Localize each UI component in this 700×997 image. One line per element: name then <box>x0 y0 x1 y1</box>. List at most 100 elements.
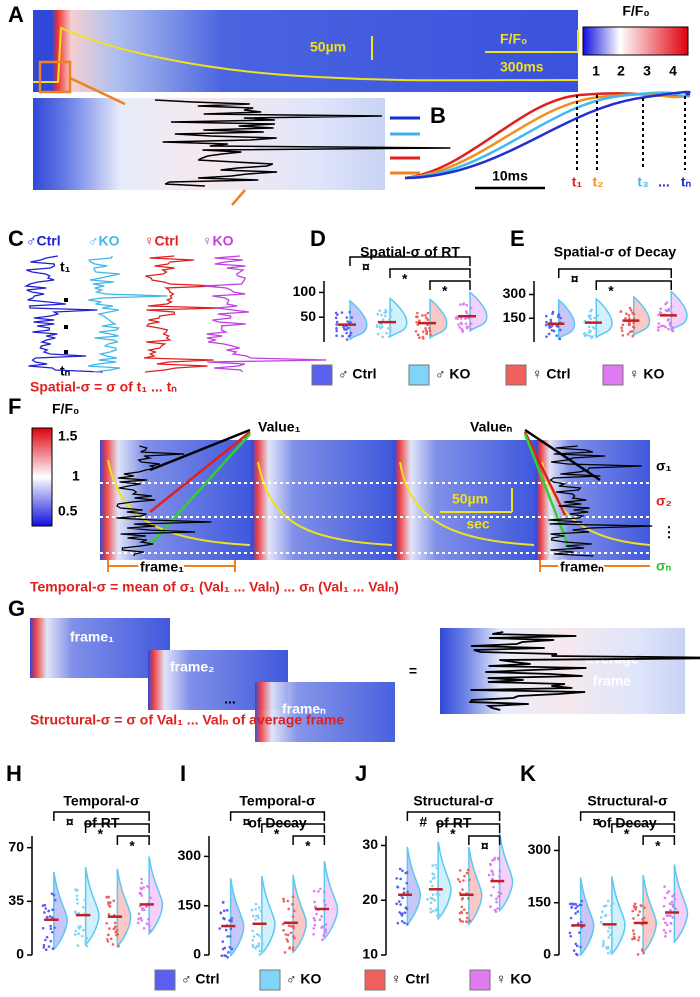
dot <box>640 948 644 951</box>
dot <box>574 906 577 910</box>
decoration <box>257 461 393 546</box>
dot <box>389 328 392 332</box>
dot <box>108 905 112 908</box>
chart-title: Spatial-σ of Decay <box>554 244 677 260</box>
dot <box>464 317 467 320</box>
significance: ¤ <box>66 814 74 830</box>
dot <box>631 334 635 338</box>
label: sec <box>466 516 490 532</box>
dot <box>459 303 462 306</box>
dot <box>426 311 430 315</box>
dot <box>52 893 56 897</box>
dot <box>460 905 464 909</box>
label: ♂Ctrl <box>26 233 61 249</box>
dot <box>499 892 503 895</box>
dot <box>458 326 461 329</box>
dot <box>282 928 285 932</box>
dot <box>435 914 439 917</box>
label: K <box>520 761 536 786</box>
dot <box>399 877 402 881</box>
y-tick-label: 300 <box>528 841 552 857</box>
dot <box>491 873 495 876</box>
dot <box>657 325 660 329</box>
dot <box>225 909 229 912</box>
dot <box>317 890 320 893</box>
dot <box>108 927 111 930</box>
dot <box>548 326 551 329</box>
label: σₙ <box>656 558 672 574</box>
dot <box>465 911 469 915</box>
dot <box>626 332 630 336</box>
dot <box>424 327 427 330</box>
dot <box>458 869 462 872</box>
bracket <box>595 280 672 290</box>
dot <box>496 907 499 910</box>
label: 4 <box>669 63 677 79</box>
decoration <box>440 628 685 714</box>
dot <box>385 331 388 335</box>
dot <box>657 322 661 325</box>
dot <box>591 325 595 329</box>
dot <box>111 943 115 946</box>
significance: * <box>624 826 630 842</box>
dot <box>375 325 379 329</box>
dot <box>668 902 672 906</box>
dot <box>255 914 258 918</box>
dot <box>636 913 640 917</box>
significance: ¤ <box>243 814 251 830</box>
dot <box>145 905 148 908</box>
dot <box>629 309 633 312</box>
decoration <box>394 440 534 560</box>
dot <box>550 329 554 332</box>
dot <box>585 333 589 337</box>
label: 0.5 <box>58 503 78 519</box>
violin <box>558 298 576 340</box>
dot <box>489 905 492 908</box>
dot <box>44 938 47 942</box>
dot <box>223 917 226 921</box>
label: D <box>310 226 326 251</box>
dot <box>324 903 327 907</box>
decoration <box>255 682 395 742</box>
dot <box>428 329 432 332</box>
y-tick-label: 10 <box>362 946 378 962</box>
legend-label: ♂ KO <box>435 366 471 382</box>
dot <box>569 916 573 920</box>
dot <box>49 939 53 943</box>
decoration <box>582 26 689 56</box>
dot <box>594 333 597 337</box>
dot <box>403 911 407 915</box>
decoration <box>404 92 691 180</box>
y-tick-label: 0 <box>543 946 551 962</box>
dot <box>218 927 221 930</box>
dot <box>429 907 432 911</box>
significance: * <box>305 838 311 854</box>
dot <box>462 908 466 911</box>
dot <box>289 931 293 935</box>
dot <box>251 929 255 933</box>
dot <box>547 332 551 336</box>
dot <box>606 899 610 903</box>
dot <box>669 908 672 912</box>
dot <box>42 943 46 947</box>
dot <box>315 912 318 916</box>
label: ⋮ <box>662 524 676 540</box>
dot <box>624 316 627 320</box>
dot <box>662 917 665 921</box>
dot <box>142 927 146 930</box>
dot <box>228 934 232 938</box>
dot <box>461 329 464 332</box>
dot <box>293 936 296 940</box>
dot <box>105 921 108 925</box>
dot <box>665 301 669 304</box>
label: frameₙ <box>560 559 604 575</box>
label: H <box>6 761 22 786</box>
y-tick-label: 70 <box>8 838 24 854</box>
dot <box>251 914 255 918</box>
dot <box>313 923 317 927</box>
dot <box>665 923 669 927</box>
label: 1 <box>72 468 80 484</box>
dot <box>341 334 344 338</box>
dot <box>383 311 386 315</box>
